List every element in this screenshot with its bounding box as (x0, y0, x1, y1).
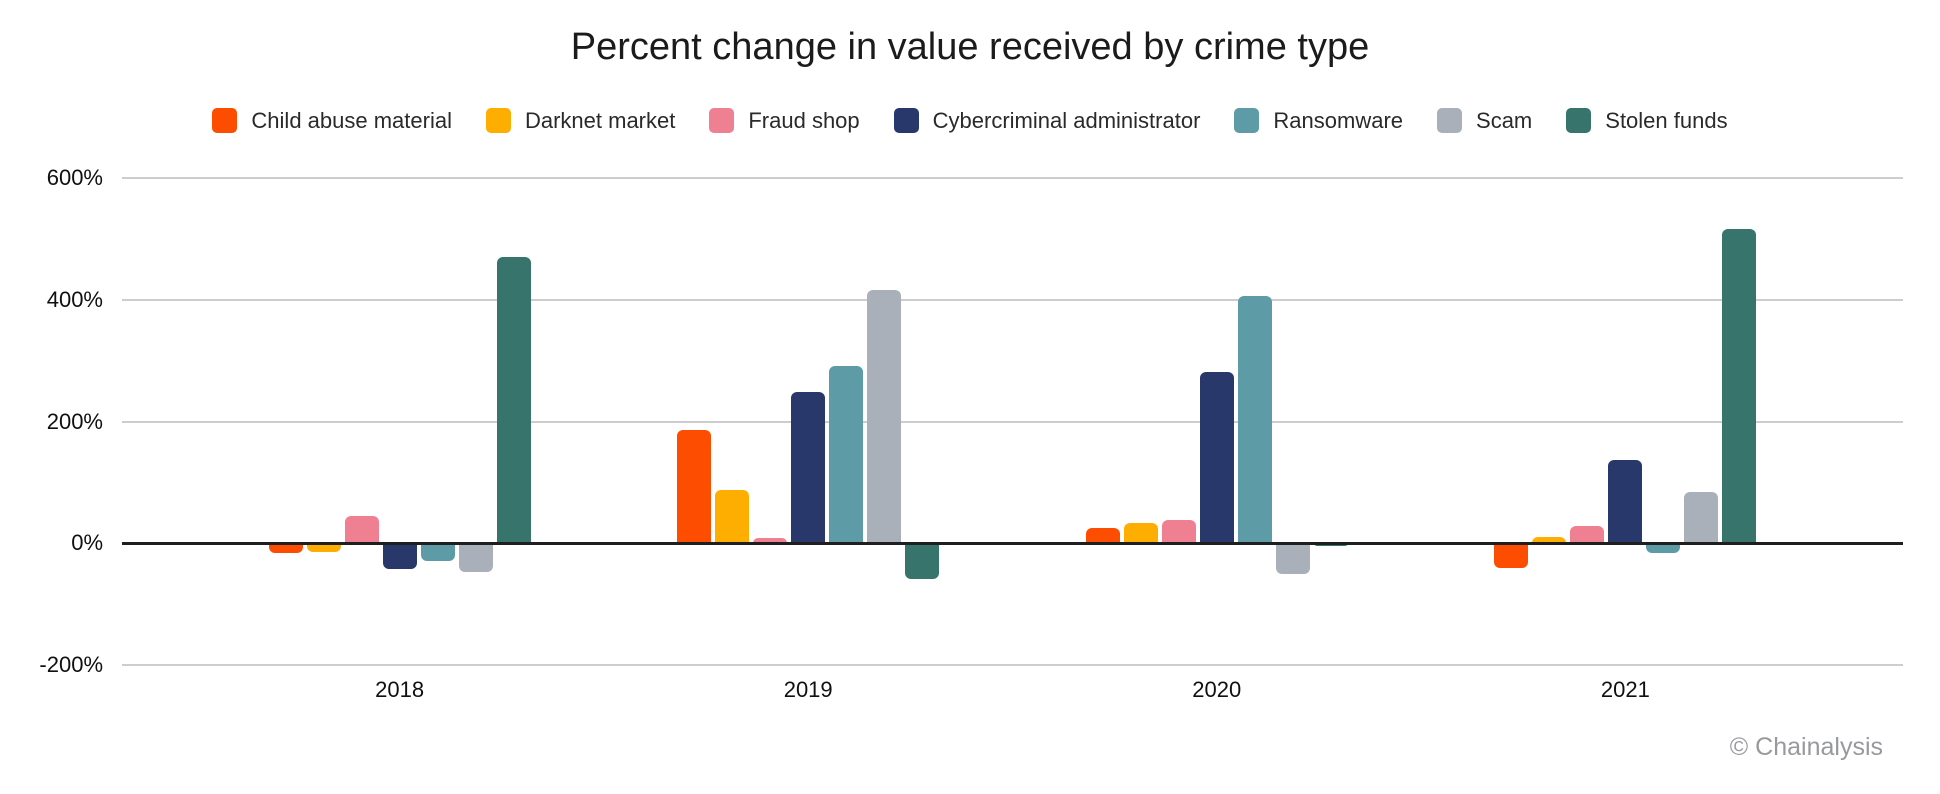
x-axis-label-2020: 2020 (1192, 677, 1242, 702)
legend-label: Ransomware (1273, 107, 1404, 133)
legend-item-child-abuse-material: Child abuse material (212, 108, 452, 134)
legend-label: Child abuse material (251, 107, 452, 133)
legend: Child abuse material Darknet market Fraud … (0, 106, 1940, 135)
bar-child-abuse-material-2021 (1494, 543, 1529, 568)
bar-child-abuse-material-2019 (677, 430, 712, 544)
bar-ransomware-2020 (1237, 295, 1272, 544)
bar-darknet-market-2018 (306, 543, 341, 552)
bar-darknet-market-2021 (1532, 536, 1567, 544)
legend-label: Darknet market (524, 107, 676, 133)
bar-scam-2020 (1275, 543, 1310, 575)
legend-item-stolen-funds: Stolen funds (1566, 107, 1728, 134)
bar-ransomware-2019 (829, 366, 864, 544)
darknet-market-swatch-icon (485, 108, 511, 133)
y-tick-label: 400% (46, 286, 103, 312)
child-abuse-material-swatch-icon (212, 108, 238, 133)
bar-scam-2018 (458, 543, 493, 572)
legend-item-ransomware: Ransomware (1234, 108, 1403, 134)
legend-item-cybercriminal-administrator: Cybercriminal administrator (893, 107, 1201, 134)
gridline--200 (122, 664, 1903, 666)
legend-label: Stolen funds (1605, 107, 1728, 133)
bar-group-2018: 2018 (268, 178, 531, 702)
legend-label: Fraud shop (748, 107, 860, 133)
bar-stolen-funds-2018 (496, 257, 531, 544)
bar-stolen-funds-2019 (905, 543, 940, 580)
bar-ransomware-2021 (1646, 543, 1681, 553)
bar-group-2020: 2020 (1085, 178, 1348, 702)
gridline-400 (122, 298, 1903, 301)
bar-group-2019: 2019 (677, 178, 940, 702)
ransomware-swatch-icon (1234, 108, 1260, 133)
x-axis-label-2021: 2021 (1600, 677, 1650, 702)
legend-label: Cybercriminal administrator (932, 107, 1201, 133)
watermark: © Chainalysis (1729, 733, 1883, 761)
legend-item-fraud-shop: Fraud shop (709, 107, 860, 134)
gridline-600 (122, 177, 1903, 179)
bar-group-2021: 2021 (1494, 178, 1757, 702)
chart-title: Percent change in value received by crim… (570, 26, 1370, 68)
bar-cybercriminal-administrator-2021 (1608, 459, 1643, 544)
bar-cybercriminal-administrator-2019 (791, 392, 826, 544)
bar-child-abuse-material-2020 (1085, 528, 1120, 544)
legend-item-darknet-market: Darknet market (485, 107, 676, 134)
y-tick-label: 0% (71, 530, 103, 556)
y-tick-label: -200% (39, 652, 103, 677)
bar-scam-2019 (867, 290, 902, 544)
bar-fraud-shop-2018 (344, 516, 379, 544)
x-axis-zero-line (122, 542, 1903, 546)
bar-child-abuse-material-2018 (268, 543, 303, 553)
stolen-funds-swatch-icon (1566, 108, 1592, 133)
bar-fraud-shop-2019 (753, 537, 788, 544)
bar-fraud-shop-2020 (1161, 519, 1196, 544)
y-tick-label: 600% (46, 165, 103, 190)
legend-item-scam: Scam (1437, 108, 1532, 134)
y-tick-label: 200% (46, 408, 103, 434)
scam-swatch-icon (1437, 108, 1463, 133)
cybercriminal-administrator-swatch-icon (893, 108, 919, 133)
x-axis-label-2019: 2019 (783, 677, 833, 702)
fraud-shop-swatch-icon (709, 108, 735, 133)
legend-label: Scam (1476, 107, 1533, 133)
bar-ransomware-2018 (420, 543, 455, 561)
bar-stolen-funds-2021 (1722, 229, 1757, 544)
bar-groups: 2018 2019 2020 2021 (122, 178, 1903, 702)
plot-area: 2018 2019 2020 2021 (122, 177, 1903, 702)
bar-cybercriminal-administrator-2020 (1199, 372, 1234, 544)
x-axis-label-2018: 2018 (375, 677, 425, 702)
bar-darknet-market-2019 (715, 490, 750, 544)
bar-darknet-market-2020 (1123, 523, 1158, 544)
bar-cybercriminal-administrator-2018 (382, 543, 417, 570)
gridline-200 (122, 420, 1903, 423)
bar-scam-2021 (1684, 492, 1719, 544)
bar-fraud-shop-2021 (1570, 526, 1605, 544)
